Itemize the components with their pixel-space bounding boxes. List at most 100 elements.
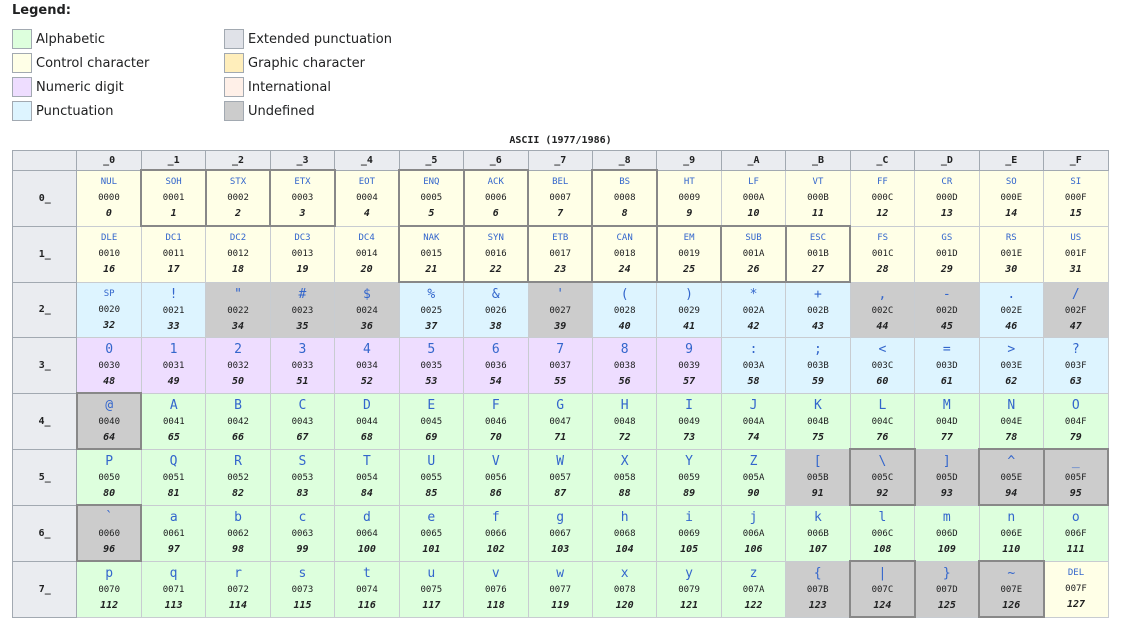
- character-cell: <003C 60: [849, 337, 916, 394]
- character-cell: NAK 0015 21: [398, 225, 465, 283]
- character-glyph: ": [234, 286, 242, 302]
- code-point-decimal: 48: [103, 376, 116, 387]
- code-point-hex: 004E: [1000, 416, 1023, 427]
- character-cell: B 0042 66: [205, 392, 271, 450]
- character-glyph: Q: [169, 454, 178, 469]
- code-point-decimal: 49: [167, 376, 180, 388]
- code-point-decimal: 64: [103, 432, 116, 443]
- legend-swatch: [224, 77, 244, 97]
- code-point-decimal: 126: [1002, 600, 1021, 611]
- code-point-hex: 0018: [613, 249, 636, 259]
- character-cell: ENQ 0005 5: [398, 169, 465, 227]
- code-point-hex: 0067: [549, 529, 572, 539]
- character-cell: % 0025 37: [398, 281, 465, 338]
- code-point-hex: 0010: [98, 249, 120, 259]
- character-cell: K 004B 75: [785, 392, 851, 450]
- character-cell: i 0069 105: [656, 504, 722, 562]
- character-glyph: `: [105, 510, 114, 525]
- code-point-decimal: 22: [489, 264, 502, 275]
- character-cell: (0028 40: [591, 281, 658, 338]
- character-cell: FS 001C 28: [849, 225, 916, 283]
- code-point-decimal: 101: [422, 544, 441, 555]
- code-point-hex: 0062: [227, 529, 249, 539]
- code-point-decimal: 0: [105, 208, 112, 219]
- legend-swatch: [12, 29, 32, 49]
- character-glyph: k: [814, 510, 822, 525]
- code-point-decimal: 110: [1002, 544, 1021, 555]
- code-point-hex: 002A: [742, 306, 765, 316]
- code-point-hex: 0076: [484, 585, 507, 595]
- character-cell: r 0072 114: [205, 560, 271, 618]
- code-point-hex: 007A: [742, 585, 765, 595]
- character-glyph: J: [749, 398, 758, 413]
- corner-cell: [11, 150, 78, 171]
- legend-label: Undefined: [248, 103, 315, 119]
- code-point-hex: 007B: [806, 585, 829, 595]
- code-point-decimal: 112: [100, 600, 119, 612]
- character-cell: US 001F 31: [1043, 225, 1109, 283]
- character-glyph: h: [620, 510, 629, 525]
- code-point-hex: 000D: [936, 193, 958, 203]
- code-point-hex: 006D: [936, 529, 958, 539]
- character-cell: | 007C 124: [849, 560, 916, 618]
- code-point-decimal: 11: [811, 207, 824, 219]
- legend-label: International: [248, 79, 331, 95]
- code-point-decimal: 18: [232, 264, 245, 276]
- character-glyph: FS: [877, 233, 889, 243]
- row-header: 1_: [11, 225, 78, 283]
- character-glyph: _: [1071, 454, 1080, 469]
- character-cell: s 0073 115: [269, 560, 336, 618]
- code-point-decimal: 7: [557, 207, 564, 219]
- character-glyph: D: [362, 398, 371, 413]
- legend-item: International: [224, 76, 331, 98]
- code-point-hex: 0053: [291, 473, 314, 483]
- character-glyph: 1: [169, 342, 178, 358]
- character-glyph: l: [878, 510, 887, 525]
- character-cell: G 0047 71: [527, 392, 593, 450]
- code-point-hex: 001D: [936, 249, 958, 259]
- code-point-decimal: 79: [1069, 431, 1082, 443]
- character-cell: 0 0030 48: [76, 337, 142, 394]
- code-point-decimal: 39: [554, 321, 567, 332]
- code-point-decimal: 20: [360, 264, 373, 275]
- legend-label: Punctuation: [36, 103, 114, 119]
- column-header: _4: [334, 150, 400, 171]
- column-header: _0: [76, 150, 142, 171]
- character-glyph: <: [878, 342, 887, 358]
- character-cell: u 0075 117: [398, 560, 465, 618]
- character-glyph: LF: [748, 176, 759, 187]
- character-cell: ; 003B 59: [785, 337, 851, 394]
- code-point-hex: 007F: [1065, 584, 1087, 594]
- character-cell: f 0066 102: [463, 504, 529, 562]
- code-point-hex: 001C: [871, 249, 894, 259]
- code-point-decimal: 97: [167, 544, 180, 555]
- code-point-decimal: 127: [1066, 599, 1086, 610]
- code-point-decimal: 105: [680, 544, 699, 555]
- character-cell: t 0074 116: [334, 560, 400, 618]
- code-point-hex: 0034: [356, 361, 378, 372]
- code-point-hex: 0078: [613, 585, 636, 595]
- character-glyph: b: [234, 510, 242, 525]
- character-glyph: 2: [234, 342, 242, 358]
- code-point-hex: 005D: [936, 473, 958, 483]
- character-cell: w 0077 119: [527, 560, 593, 618]
- code-point-hex: 007D: [936, 585, 958, 595]
- code-point-decimal: 58: [747, 376, 760, 388]
- character-cell: ~007E 126: [978, 560, 1045, 618]
- character-glyph: 9: [685, 342, 693, 358]
- code-point-hex: 0030: [98, 361, 120, 371]
- code-point-decimal: 17: [167, 264, 180, 276]
- code-point-decimal: 8: [621, 208, 628, 219]
- character-glyph: HT: [683, 176, 695, 187]
- row-header: 0_: [11, 169, 78, 227]
- table-row: 1_ DLE 0010 16 DC1 0011 17 DC2 0012 18 DC3 0013 19 DC…: [11, 225, 1109, 283]
- code-point-decimal: 56: [618, 376, 631, 388]
- character-glyph: {: [813, 566, 822, 581]
- character-glyph: r: [234, 566, 242, 581]
- character-glyph: #: [298, 286, 307, 302]
- character-cell: DC2 0012 18: [205, 225, 271, 283]
- character-cell: #0023 35: [269, 281, 336, 338]
- column-header: _8: [591, 150, 658, 171]
- character-glyph: -: [942, 286, 951, 302]
- code-point-hex: 0073: [291, 585, 314, 595]
